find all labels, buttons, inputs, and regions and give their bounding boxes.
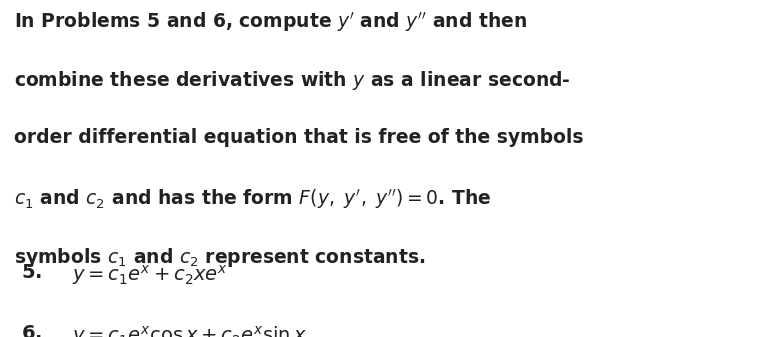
Text: $c_1$ and $c_2$ and has the form $F(y,\ y',\ y'') = 0$. The: $c_1$ and $c_2$ and has the form $F(y,\ … [14,187,491,211]
Text: $\mathbf{6.}$: $\mathbf{6.}$ [21,324,43,337]
Text: In Problems 5 and 6, compute $y'$ and $y''$ and then: In Problems 5 and 6, compute $y'$ and $y… [14,10,527,34]
Text: $y = c_1 e^x + c_2 x e^x$: $y = c_1 e^x + c_2 x e^x$ [72,263,228,287]
Text: $y = c_1 e^x \cos x + c_2 e^x \sin x$: $y = c_1 e^x \cos x + c_2 e^x \sin x$ [72,324,307,337]
Text: order differential equation that is free of the symbols: order differential equation that is free… [14,128,583,147]
Text: $\mathbf{5.}$: $\mathbf{5.}$ [21,263,43,282]
Text: symbols $c_1$ and $c_2$ represent constants.: symbols $c_1$ and $c_2$ represent consta… [14,246,426,269]
Text: combine these derivatives with $y$ as a linear second-: combine these derivatives with $y$ as a … [14,69,570,92]
